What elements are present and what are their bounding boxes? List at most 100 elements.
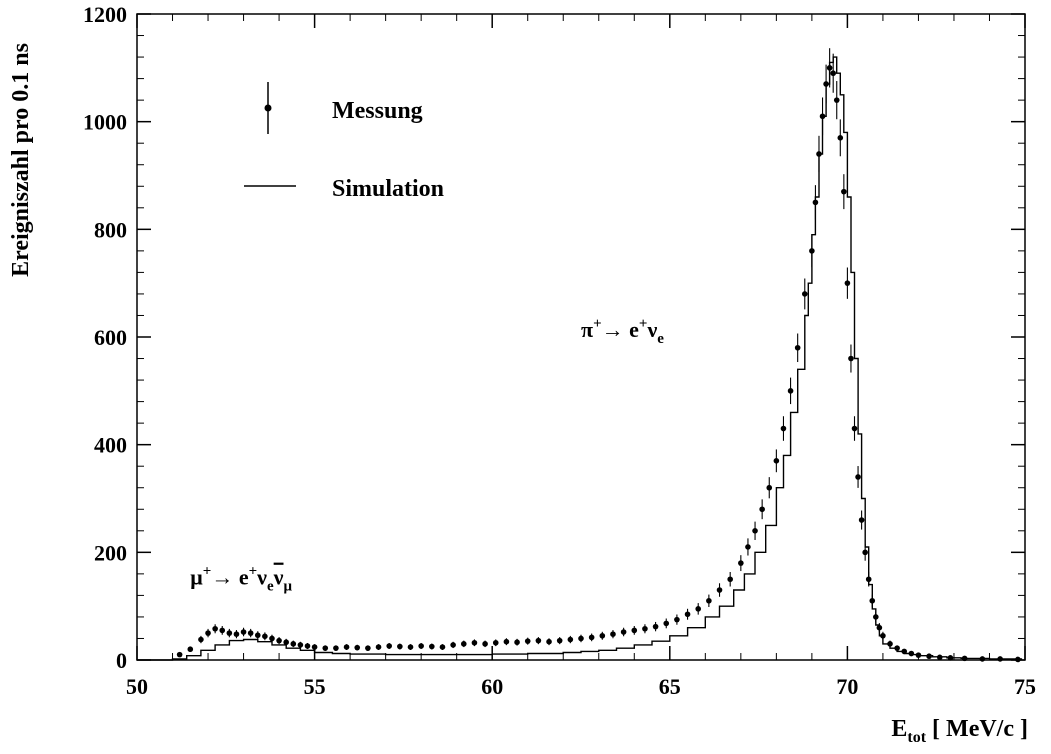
data-point	[460, 641, 467, 647]
y-tick-label: 1000	[83, 110, 127, 135]
data-point	[365, 645, 371, 651]
data-point	[652, 623, 659, 630]
data-point	[727, 576, 733, 583]
data-point	[915, 652, 922, 658]
data-point	[706, 597, 712, 604]
y-tick-label: 400	[94, 433, 127, 458]
data-point	[844, 280, 851, 286]
data-point	[578, 635, 584, 642]
data-point	[809, 248, 815, 254]
annotation-pi-decay: π+→ e+νe	[581, 316, 664, 347]
data-point	[780, 425, 787, 432]
data-point	[492, 639, 499, 646]
data-point	[766, 484, 773, 491]
data-point	[837, 135, 844, 141]
data-point	[322, 645, 329, 651]
x-axis-title-unit: [ MeV/c ]	[926, 716, 1028, 742]
y-axis-title: Ereigniszahl pro 0.1 ns	[8, 43, 34, 277]
data-point	[620, 629, 627, 635]
data-point	[524, 638, 531, 644]
data-point	[876, 624, 883, 631]
x-axis-title-sub: tot	[907, 729, 926, 746]
data-point	[947, 655, 954, 661]
data-point	[663, 620, 670, 627]
data-point	[848, 355, 854, 362]
data-point	[812, 199, 819, 206]
data-point	[599, 632, 606, 639]
data-point	[247, 630, 254, 636]
data-point	[354, 644, 361, 651]
x-tick-label: 65	[659, 674, 681, 699]
data-point	[908, 650, 915, 657]
data-point	[773, 458, 780, 464]
data-point	[471, 639, 478, 646]
data-point	[858, 517, 865, 523]
data-point	[567, 636, 574, 643]
data-point	[240, 629, 247, 635]
legend-marker-messung	[264, 82, 272, 134]
data-point	[450, 642, 456, 648]
data-point	[212, 625, 218, 632]
legend-label-simulation: Simulation	[332, 176, 444, 202]
data-point	[674, 616, 680, 623]
data-point	[826, 65, 833, 71]
data-point	[219, 627, 226, 634]
x-tick-label: 55	[304, 674, 326, 699]
data-point	[375, 644, 382, 650]
data-point	[631, 627, 638, 634]
data-point	[862, 549, 868, 556]
data-point	[819, 113, 826, 120]
data-point	[503, 638, 510, 645]
y-tick-label: 1200	[83, 2, 127, 27]
data-point	[816, 151, 822, 157]
x-tick-label: 50	[126, 674, 148, 699]
data-point	[386, 643, 392, 649]
x-axis-title-main: E	[891, 716, 907, 742]
data-point	[869, 597, 876, 604]
y-tick-label: 800	[94, 217, 127, 242]
data-point	[794, 344, 801, 351]
annotation-mu-decay: μ+→ e+νeνμ	[190, 564, 292, 595]
data-point	[304, 643, 311, 649]
data-point	[205, 630, 211, 636]
y-axis: 0 200 400 600 800 1000 1200	[83, 2, 1025, 673]
data-point	[283, 639, 289, 646]
legend-label-messung: Messung	[332, 98, 423, 124]
data-point	[873, 614, 879, 620]
x-tick-label: 75	[1014, 674, 1036, 699]
data-point	[823, 81, 829, 87]
data-point	[546, 638, 552, 645]
data-point	[254, 632, 261, 639]
data-point	[901, 648, 908, 655]
data-point	[514, 639, 520, 646]
data-point	[187, 646, 194, 653]
data-point	[684, 611, 691, 618]
data-point	[716, 587, 723, 593]
data-point	[343, 644, 350, 650]
data-point	[226, 630, 233, 636]
data-point	[745, 544, 751, 550]
data-point	[936, 654, 943, 661]
data-point	[297, 642, 304, 648]
data-point	[535, 637, 542, 644]
data-point	[439, 644, 446, 650]
data-point	[407, 644, 414, 650]
x-axis: 50 55 60 65 70 75	[126, 14, 1036, 699]
legend: Messung Simulation	[244, 82, 444, 202]
data-point	[997, 656, 1003, 662]
data-point	[333, 645, 339, 651]
data-point	[482, 641, 488, 647]
data-point	[787, 388, 794, 394]
data-point	[269, 635, 275, 642]
data-point	[926, 653, 932, 660]
data-point	[588, 634, 595, 641]
data-point	[865, 576, 872, 583]
data-point	[830, 70, 836, 77]
data-point	[979, 656, 986, 662]
data-point	[961, 655, 968, 662]
data-point	[1015, 656, 1021, 663]
x-tick-label: 60	[481, 674, 503, 699]
simulation-series	[137, 56, 1023, 661]
data-point	[610, 631, 616, 637]
y-tick-label: 0	[116, 648, 127, 673]
